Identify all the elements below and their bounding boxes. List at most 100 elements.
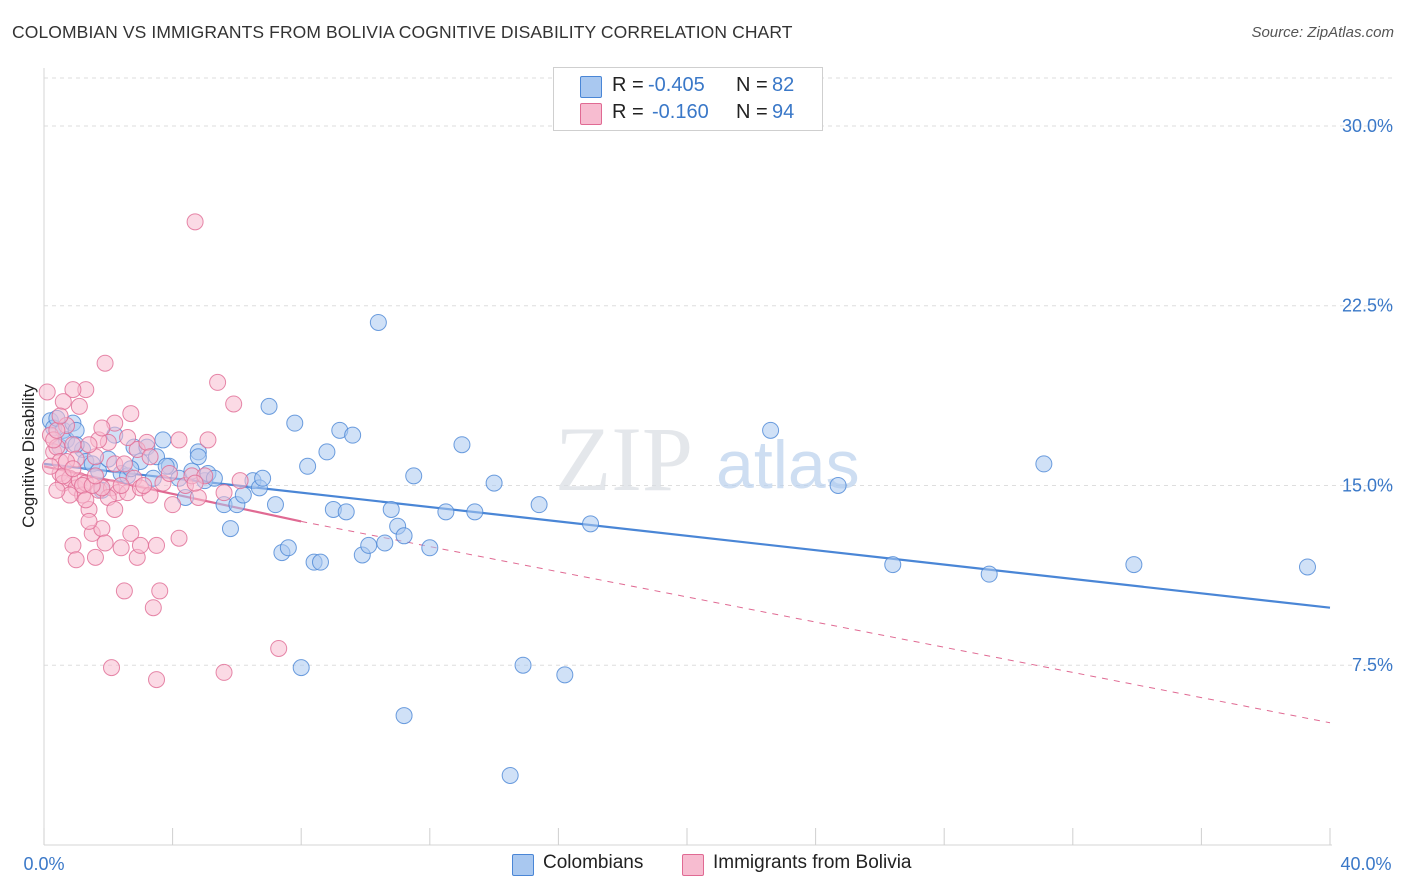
- point-bolivia: [41, 457, 59, 475]
- point-colombian: [395, 527, 413, 545]
- point-bolivia: [189, 488, 207, 506]
- point-bolivia: [144, 599, 162, 617]
- legend-swatch-colombians: [580, 76, 602, 98]
- point-bolivia: [270, 639, 288, 657]
- point-bolivia: [77, 491, 95, 509]
- point-colombian: [311, 553, 329, 571]
- point-colombian: [234, 486, 252, 504]
- point-bolivia: [148, 536, 166, 554]
- point-colombian: [1298, 558, 1316, 576]
- stats-legend: R = -0.405 N = 82 R = -0.160 N = 94: [553, 67, 823, 131]
- point-bolivia: [141, 448, 159, 466]
- point-colombian: [485, 474, 503, 492]
- point-colombian: [514, 656, 532, 674]
- point-bolivia: [103, 659, 121, 677]
- point-bolivia: [122, 405, 140, 423]
- point-bolivia: [122, 524, 140, 542]
- point-bolivia: [209, 373, 227, 391]
- point-bolivia: [231, 472, 249, 490]
- point-colombian: [437, 503, 455, 521]
- point-bolivia: [160, 464, 178, 482]
- point-bolivia: [151, 582, 169, 600]
- point-colombian: [299, 457, 317, 475]
- point-colombian: [221, 520, 239, 538]
- point-bolivia: [138, 433, 156, 451]
- point-colombian: [395, 707, 413, 725]
- point-bolivia: [86, 467, 104, 485]
- point-bolivia: [199, 431, 217, 449]
- x-tick-label-max: 40.0%: [1340, 854, 1391, 874]
- legend-n-label: N =: [736, 101, 768, 123]
- point-bolivia: [115, 455, 133, 473]
- legend-r-label: R =: [612, 74, 644, 96]
- point-bolivia: [215, 484, 233, 502]
- point-bolivia: [164, 496, 182, 514]
- point-colombian: [279, 539, 297, 557]
- gridlines: [44, 77, 1392, 666]
- y-tick-label: 15.0%: [1342, 475, 1393, 495]
- point-colombian: [369, 313, 387, 331]
- point-bolivia: [80, 436, 98, 454]
- point-colombian: [1125, 556, 1143, 574]
- point-colombian: [154, 431, 172, 449]
- point-colombian: [556, 666, 574, 684]
- data-points: [38, 213, 1316, 784]
- point-bolivia: [48, 421, 66, 439]
- point-colombian: [189, 448, 207, 466]
- point-colombian: [344, 426, 362, 444]
- series-swatch-colombians: [512, 854, 534, 876]
- legend-n-label: N =: [736, 74, 768, 96]
- legend-n-value: 94: [772, 101, 795, 123]
- y-tick-label: 7.5%: [1352, 655, 1393, 675]
- y-tick-label: 30.0%: [1342, 116, 1393, 136]
- point-bolivia: [112, 539, 130, 557]
- point-bolivia: [93, 419, 111, 437]
- chart-title: COLOMBIAN VS IMMIGRANTS FROM BOLIVIA COG…: [12, 22, 793, 42]
- point-colombian: [980, 565, 998, 583]
- point-bolivia: [70, 397, 88, 415]
- point-bolivia: [64, 536, 82, 554]
- point-colombian: [382, 500, 400, 518]
- point-bolivia: [119, 429, 137, 447]
- trend-line-bolivia-extension: [301, 520, 1331, 724]
- watermark-zip: ZIP: [555, 408, 693, 510]
- point-bolivia: [112, 476, 130, 494]
- point-colombian: [286, 414, 304, 432]
- point-bolivia: [38, 383, 56, 401]
- legend-n-value: 82: [772, 74, 795, 96]
- point-colombian: [337, 503, 355, 521]
- point-colombian: [582, 515, 600, 533]
- point-colombian: [405, 467, 423, 485]
- point-bolivia: [186, 474, 204, 492]
- point-bolivia: [148, 671, 166, 689]
- legend-r-label: R =: [612, 101, 644, 123]
- point-bolivia: [115, 582, 133, 600]
- point-bolivia: [96, 534, 114, 552]
- point-colombian: [254, 469, 272, 487]
- x-tick-label-min: 0.0%: [23, 854, 64, 874]
- series-label-bolivia: Immigrants from Bolivia: [713, 852, 912, 873]
- legend-r-value: -0.160: [652, 101, 709, 123]
- point-bolivia: [186, 213, 204, 231]
- legend-r-value: -0.405: [648, 74, 705, 96]
- point-colombian: [318, 443, 336, 461]
- series-label-colombians: Colombians: [543, 852, 644, 873]
- point-bolivia: [67, 551, 85, 569]
- legend-row-colombians: R = -0.405 N = 82: [554, 73, 822, 99]
- point-colombian: [453, 436, 471, 454]
- legend-row-bolivia: R = -0.160 N = 94: [554, 100, 822, 126]
- point-bolivia: [51, 407, 69, 425]
- point-colombian: [1035, 455, 1053, 473]
- point-bolivia: [86, 548, 104, 566]
- point-bolivia: [170, 431, 188, 449]
- point-bolivia: [131, 536, 149, 554]
- point-bolivia: [48, 481, 66, 499]
- point-bolivia: [96, 354, 114, 372]
- point-bolivia: [64, 460, 82, 478]
- y-axis-label: Cognitive Disability: [19, 384, 38, 528]
- point-colombian: [466, 503, 484, 521]
- series-legend: Colombians Immigrants from Bolivia: [0, 852, 1406, 878]
- point-bolivia: [64, 436, 82, 454]
- point-colombian: [266, 496, 284, 514]
- legend-swatch-bolivia: [580, 103, 602, 125]
